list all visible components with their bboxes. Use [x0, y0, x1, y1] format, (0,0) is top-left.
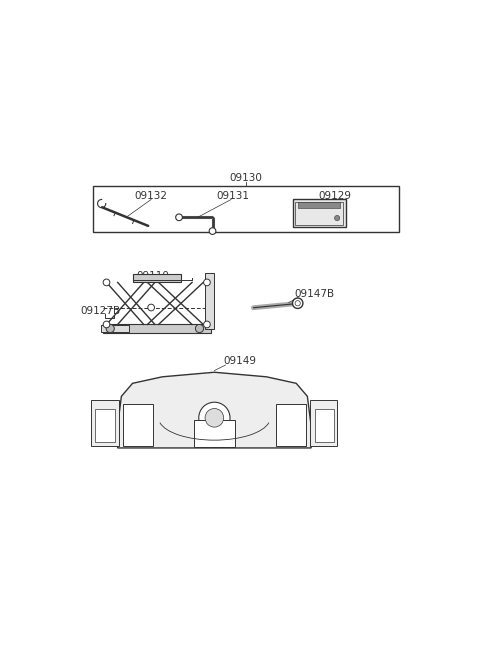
Bar	[194, 420, 235, 447]
Bar	[292, 200, 347, 227]
Circle shape	[205, 409, 224, 427]
Circle shape	[103, 321, 110, 328]
Circle shape	[335, 215, 340, 221]
Text: 09127B: 09127B	[81, 307, 120, 316]
Text: 09130: 09130	[229, 172, 263, 183]
Bar	[205, 273, 215, 329]
Circle shape	[199, 402, 230, 434]
Text: 09110: 09110	[136, 271, 169, 281]
Text: 09131: 09131	[216, 191, 249, 201]
Circle shape	[292, 298, 303, 309]
Polygon shape	[118, 372, 311, 448]
Bar	[94, 186, 398, 232]
Text: 09149: 09149	[224, 356, 257, 366]
Bar	[315, 409, 334, 442]
Bar	[299, 202, 340, 208]
Circle shape	[148, 304, 155, 311]
Circle shape	[103, 279, 110, 286]
Bar	[132, 274, 181, 282]
Bar	[276, 403, 305, 446]
Text: 09132: 09132	[134, 191, 168, 201]
Bar	[101, 325, 129, 332]
Circle shape	[295, 301, 300, 306]
Circle shape	[204, 321, 210, 328]
Bar	[296, 202, 344, 225]
Text: 09129: 09129	[319, 191, 351, 201]
Circle shape	[195, 324, 204, 333]
Circle shape	[209, 228, 216, 234]
Bar	[123, 403, 153, 446]
Bar	[103, 324, 211, 333]
Bar	[310, 400, 337, 447]
Bar	[91, 400, 119, 447]
Circle shape	[176, 214, 182, 221]
Text: 09147B: 09147B	[294, 290, 335, 299]
Circle shape	[106, 324, 114, 333]
Bar	[95, 409, 115, 442]
Circle shape	[204, 279, 210, 286]
